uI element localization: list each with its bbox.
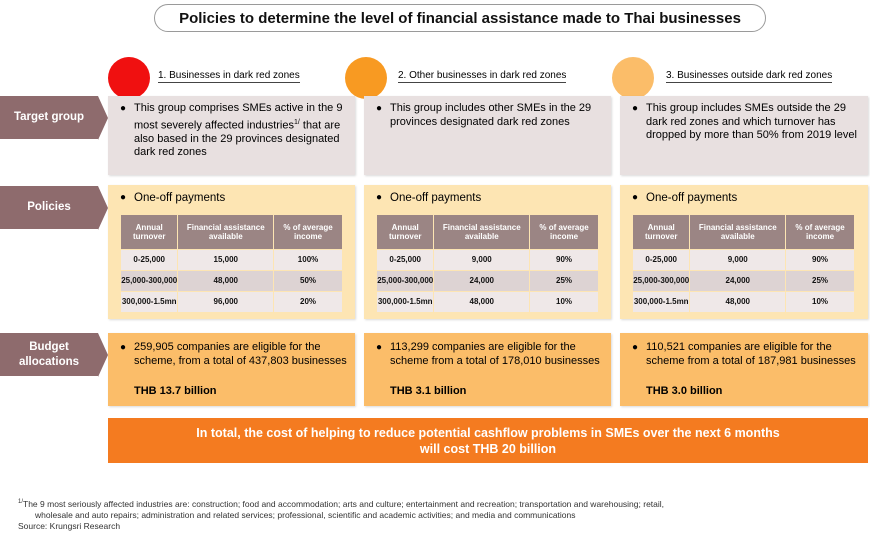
one-off-heading: ● One-off payments [120, 192, 226, 204]
budget-text-3: ● 110,521 companies are eligible for the … [632, 341, 856, 367]
target-group-box-1: ● This group comprises SMEs active in the… [108, 96, 355, 175]
column-label-3: 3. Businesses outside dark red zones [666, 70, 833, 83]
budget-box-2: ● 113,299 companies are eligible for the … [364, 333, 611, 406]
red-circle-icon [108, 57, 150, 99]
table-header: Financial assistance available [433, 215, 531, 249]
table-header: % of average income [273, 215, 343, 249]
table-row: 25,000-300,000 24,000 25% [633, 269, 855, 291]
budget-text-1: ● 259,905 companies are eligible for the … [120, 341, 347, 367]
table-cell: 300,000-1.5mn [121, 290, 179, 312]
footnote-line-1: 1/The 9 most seriously affected industri… [18, 498, 665, 509]
page-title: Policies to determine the level of finan… [154, 4, 766, 32]
row-label-text: Budget [29, 340, 69, 353]
table-cell: 96,000 [177, 290, 275, 312]
table-cell: 48,000 [689, 290, 787, 312]
table-cell: 25,000-300,000 [121, 269, 179, 291]
table-cell: 24,000 [433, 269, 531, 291]
budget-total-3: THB 3.0 billion [646, 385, 723, 397]
row-label-text: Policies [27, 201, 71, 213]
column-header-1: 1. Businesses in dark red zones [108, 57, 358, 99]
table-header: % of average income [529, 215, 599, 249]
total-line-1: In total, the cost of helping to reduce … [196, 425, 780, 440]
budget-total-2: THB 3.1 billion [390, 385, 467, 397]
row-label-text: allocations [18, 355, 80, 368]
table-row: 0-25,000 9,000 90% [377, 248, 599, 270]
target-group-box-2: ● This group includes other SMEs in the 2… [364, 96, 611, 175]
total-cost-banner: In total, the cost of helping to reduce … [108, 418, 868, 463]
column-header-3: 3. Businesses outside dark red zones [612, 57, 862, 99]
column-header-2: 2. Other businesses in dark red zones [345, 57, 605, 99]
budget-box-1: ● 259,905 companies are eligible for the … [108, 333, 355, 406]
source-note: Source: Krungsri Research [18, 520, 121, 531]
table-header: Financial assistance available [177, 215, 275, 249]
table-row: 25,000-300,000 48,000 50% [121, 269, 343, 291]
one-off-heading: ● One-off payments [376, 192, 482, 204]
table-cell: 90% [529, 248, 599, 270]
table-cell: 300,000-1.5mn [633, 290, 691, 312]
table-row: 300,000-1.5mn 96,000 20% [121, 290, 343, 312]
column-label-1: 1. Businesses in dark red zones [158, 70, 300, 83]
policies-box-3: ● One-off payments Annual turnover Financ… [620, 185, 868, 319]
table-header: % of average income [785, 215, 855, 249]
table-cell: 0-25,000 [633, 248, 691, 270]
table-cell: 24,000 [689, 269, 787, 291]
target-group-text-1: ● This group comprises SMEs active in the… [120, 102, 343, 159]
target-group-text-3: ● This group includes SMEs outside the 29… [632, 102, 857, 141]
budget-box-3: ● 110,521 companies are eligible for the … [620, 333, 868, 406]
table-cell: 25% [529, 269, 599, 291]
light-orange-circle-icon [612, 57, 654, 99]
table-row: 0-25,000 15,000 100% [121, 248, 343, 270]
policy-table-1: Annual turnover Financial assistance ava… [121, 215, 343, 312]
table-cell: 25,000-300,000 [377, 269, 435, 291]
table-cell: 48,000 [177, 269, 275, 291]
policies-box-2: ● One-off payments Annual turnover Financ… [364, 185, 611, 319]
budget-text-2: ● 113,299 companies are eligible for the … [376, 341, 600, 367]
policy-table-3: Annual turnover Financial assistance ava… [633, 215, 855, 312]
table-cell: 0-25,000 [121, 248, 179, 270]
row-label-budget: Budget allocations [0, 332, 108, 377]
table-cell: 15,000 [177, 248, 275, 270]
table-cell: 9,000 [689, 248, 787, 270]
table-row: 0-25,000 9,000 90% [633, 248, 855, 270]
table-cell: 10% [785, 290, 855, 312]
table-cell: 50% [273, 269, 343, 291]
table-row: 25,000-300,000 24,000 25% [377, 269, 599, 291]
table-cell: 90% [785, 248, 855, 270]
target-group-text-2: ● This group includes other SMEs in the 2… [376, 102, 592, 128]
policies-box-1: ● One-off payments Annual turnover Financ… [108, 185, 355, 319]
table-cell: 0-25,000 [377, 248, 435, 270]
table-cell: 300,000-1.5mn [377, 290, 435, 312]
table-header: Annual turnover [377, 215, 435, 249]
table-header: Financial assistance available [689, 215, 787, 249]
orange-circle-icon [345, 57, 387, 99]
column-label-2: 2. Other businesses in dark red zones [398, 70, 567, 83]
table-header: Annual turnover [121, 215, 179, 249]
footnote: 1/The 9 most seriously affected industri… [18, 497, 858, 532]
table-cell: 9,000 [433, 248, 531, 270]
row-label-target-group: Target group [0, 95, 108, 140]
table-header: Annual turnover [633, 215, 691, 249]
table-cell: 25,000-300,000 [633, 269, 691, 291]
table-cell: 48,000 [433, 290, 531, 312]
table-row: 300,000-1.5mn 48,000 10% [377, 290, 599, 312]
table-cell: 20% [273, 290, 343, 312]
total-line-2: will cost THB 20 billion [419, 441, 557, 456]
footnote-line-2: wholesale and auto repairs; administrati… [35, 509, 576, 520]
budget-total-1: THB 13.7 billion [134, 385, 217, 397]
policy-table-2: Annual turnover Financial assistance ava… [377, 215, 599, 312]
table-cell: 25% [785, 269, 855, 291]
table-cell: 10% [529, 290, 599, 312]
table-cell: 100% [273, 248, 343, 270]
row-label-text: Target group [13, 111, 85, 123]
table-row: 300,000-1.5mn 48,000 10% [633, 290, 855, 312]
one-off-heading: ● One-off payments [632, 192, 738, 204]
target-group-box-3: ● This group includes SMEs outside the 29… [620, 96, 868, 175]
row-label-policies: Policies [0, 185, 108, 230]
